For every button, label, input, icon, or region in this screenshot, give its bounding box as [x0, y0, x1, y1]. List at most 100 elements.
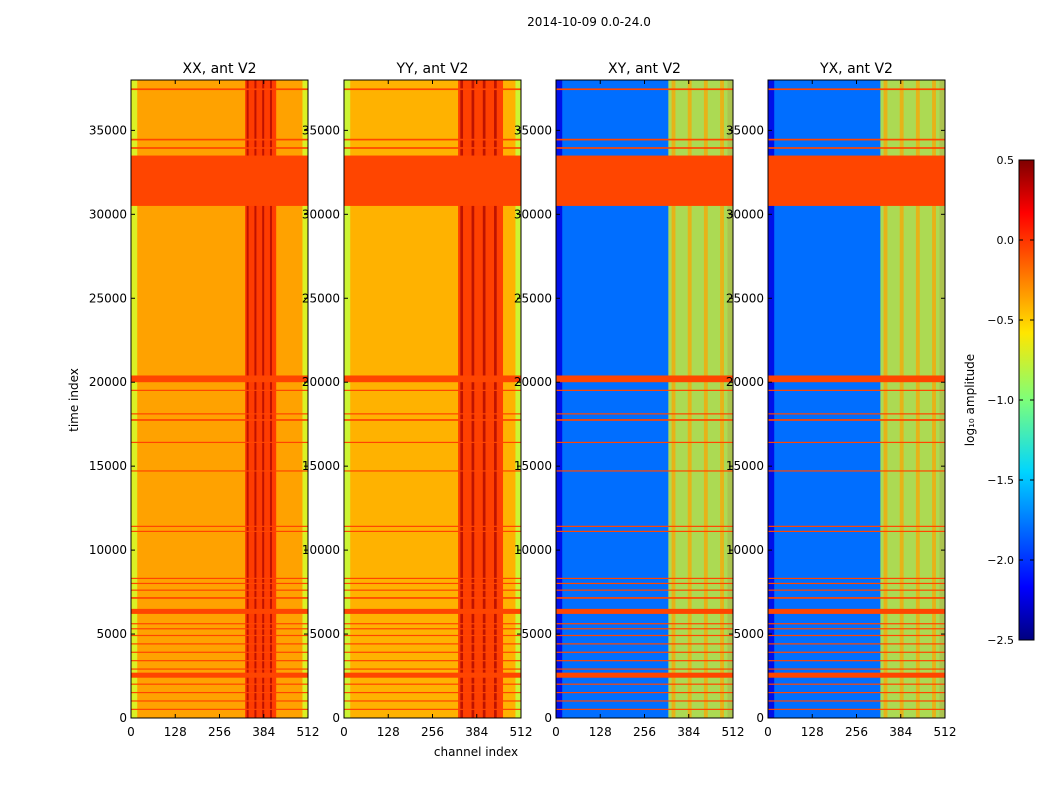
y-tick-label: 35000: [89, 123, 127, 137]
y-tick-label: 30000: [89, 207, 127, 221]
flagged-time-band: [131, 88, 308, 91]
x-tick-label: 0: [127, 725, 135, 739]
x-tick-label: 384: [252, 725, 275, 739]
flagged-time-band: [556, 660, 733, 662]
rfi-stripe: [494, 80, 497, 718]
flagged-time-band: [768, 530, 945, 532]
flagged-time-band: [344, 138, 521, 141]
flagged-time-band: [344, 155, 521, 206]
flagged-time-band: [131, 683, 308, 685]
flagged-time-band: [344, 608, 521, 614]
flagged-time-band: [768, 608, 945, 614]
flagged-time-band: [131, 643, 308, 645]
rfi-stripe: [899, 80, 904, 718]
x-axis-label: channel index: [434, 745, 518, 759]
flagged-time-band: [768, 634, 945, 637]
flagged-time-band: [131, 155, 308, 206]
flagged-time-band: [556, 708, 733, 710]
flagged-time-band: [768, 623, 945, 625]
flagged-time-band: [131, 634, 308, 637]
colorbar: 0.5 0.0 −0.5 −1.0 −1.5 −2.0 −2.5 log₁₀ amplitu…: [963, 154, 1035, 647]
flagged-time-band: [556, 582, 733, 585]
y-tick-label: 10000: [726, 543, 764, 557]
flagged-time-band: [556, 668, 733, 670]
colorbar-tick-label: 0.0: [997, 234, 1015, 247]
y-tick-label: 5000: [309, 627, 340, 641]
y-tick-label: 5000: [733, 627, 764, 641]
y-tick-label: 5000: [96, 627, 127, 641]
flagged-time-band: [768, 441, 945, 444]
x-tick-label: 512: [297, 725, 320, 739]
flagged-time-band: [344, 470, 521, 472]
y-tick-label: 25000: [726, 291, 764, 305]
y-tick-label: 15000: [514, 459, 552, 473]
flagged-time-band: [344, 582, 521, 585]
flagged-time-band: [131, 672, 308, 678]
flagged-time-band: [556, 577, 733, 580]
y-tick-label: 25000: [514, 291, 552, 305]
flagged-time-band: [131, 623, 308, 625]
flagged-time-band: [768, 700, 945, 702]
band-edge-high: [302, 80, 308, 718]
heatmap-panel: XY, ant V2 0 128 256 384 512 0 5000 10000 15000 20…: [514, 61, 745, 739]
y-tick-label: 0: [119, 711, 127, 725]
flagged-time-band: [344, 672, 521, 678]
y-tick-label: 35000: [514, 123, 552, 137]
flagged-time-band: [768, 668, 945, 670]
flagged-time-band: [344, 441, 521, 444]
flagged-time-band: [344, 147, 521, 149]
y-tick-label: 30000: [514, 207, 552, 221]
flagged-time-band: [344, 660, 521, 662]
colorbar-label: log₁₀ amplitude: [963, 354, 977, 446]
colorbar-tick-label: −2.5: [987, 634, 1014, 647]
flagged-time-band: [344, 668, 521, 670]
flagged-time-band: [768, 672, 945, 678]
flagged-time-band: [768, 683, 945, 685]
flagged-time-band: [131, 691, 308, 694]
flagged-time-band: [768, 597, 945, 599]
y-tick-label: 15000: [726, 459, 764, 473]
flagged-time-band: [344, 708, 521, 710]
flagged-time-band: [131, 525, 308, 527]
flagged-time-band: [344, 413, 521, 415]
y-tick-label: 10000: [514, 543, 552, 557]
y-tick-label: 0: [332, 711, 340, 725]
x-tick-label: 256: [421, 725, 444, 739]
y-tick-label: 0: [756, 711, 764, 725]
x-tick-label: 384: [889, 725, 912, 739]
band-edge-low: [768, 80, 775, 718]
rfi-stripe: [269, 80, 272, 718]
flagged-time-band: [131, 660, 308, 662]
flagged-time-band: [556, 628, 733, 630]
flagged-time-band: [556, 413, 733, 415]
flagged-time-band: [344, 623, 521, 625]
y-tick-label: 35000: [302, 123, 340, 137]
x-tick-label: 256: [845, 725, 868, 739]
flagged-time-band: [131, 419, 308, 421]
flagged-time-band: [768, 389, 945, 391]
y-tick-label: 35000: [726, 123, 764, 137]
flagged-time-band: [556, 589, 733, 591]
rfi-stripe: [687, 80, 692, 718]
panel-title: YX, ant V2: [819, 61, 893, 77]
flagged-time-band: [768, 525, 945, 527]
y-tick-label: 10000: [89, 543, 127, 557]
flagged-time-band: [556, 441, 733, 444]
flagged-time-band: [768, 589, 945, 591]
colorbar-tick-label: −2.0: [987, 554, 1014, 567]
rfi-stripe: [883, 80, 888, 718]
flagged-time-band: [556, 608, 733, 614]
band-edge-low: [131, 80, 138, 718]
flagged-time-band: [344, 651, 521, 653]
flagged-time-band: [768, 628, 945, 630]
rfi-stripe: [915, 80, 920, 718]
flagged-time-band: [768, 413, 945, 415]
panel-title: YY, ant V2: [396, 61, 469, 77]
y-tick-label: 15000: [89, 459, 127, 473]
heatmap-panels: XX, ant V2 0 128 256 384 512 0 5000 10000 15000 20…: [89, 61, 957, 739]
y-tick-label: 20000: [302, 375, 340, 389]
flagged-time-band: [131, 577, 308, 580]
flagged-time-band: [131, 628, 308, 630]
y-tick-label: 5000: [521, 627, 552, 641]
flagged-time-band: [556, 672, 733, 678]
